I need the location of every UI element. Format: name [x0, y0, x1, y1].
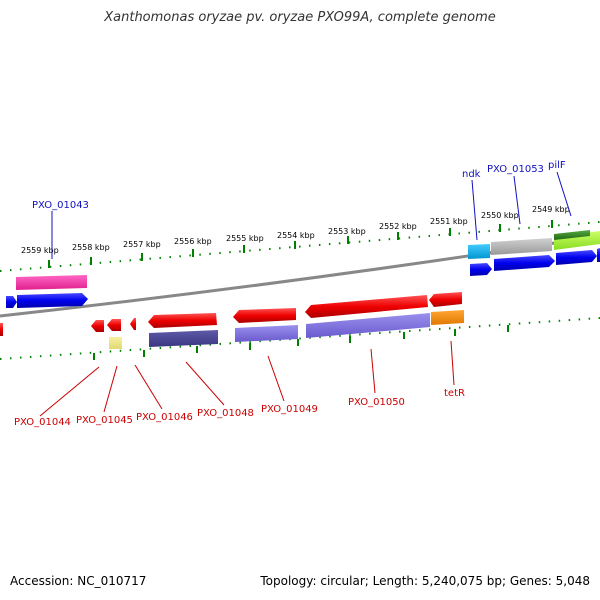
gene-arrow[interactable]: [148, 313, 217, 328]
genome-title: Xanthomonas oryzae pv. oryzae PXO99A, co…: [104, 10, 496, 25]
scale-label: 2558 kbp: [72, 243, 110, 252]
bottom-leader-lines: [39, 340, 455, 417]
gene-label[interactable]: tetR: [444, 388, 465, 399]
gene-box[interactable]: [149, 330, 218, 347]
gene-arrow[interactable]: [130, 318, 136, 330]
gene-arrow[interactable]: [305, 295, 428, 318]
gene-arrow[interactable]: [91, 320, 104, 332]
gene-arrow[interactable]: [107, 319, 121, 331]
inner-tick-ring: [0, 317, 600, 360]
scale-label: 2554 kbp: [277, 231, 315, 240]
gene-label[interactable]: PXO_01046: [136, 412, 193, 423]
genome-summary-text: Topology: circular; Length: 5,240,075 bp…: [260, 574, 590, 588]
gene-label[interactable]: PXO_01050: [348, 397, 405, 408]
gene-arrow[interactable]: [0, 323, 3, 336]
scale-label: 2552 kbp: [379, 222, 417, 231]
gene-arrow[interactable]: [6, 296, 17, 308]
accession-text: Accession: NC_010717: [10, 574, 147, 588]
gene-arrow[interactable]: [556, 250, 597, 265]
gene-label[interactable]: PXO_01053: [487, 164, 544, 175]
outer-tick-ring: [0, 221, 600, 272]
scale-label: 2553 kbp: [328, 227, 366, 236]
gene-label[interactable]: PXO_01045: [76, 415, 133, 426]
scale-label: 2551 kbp: [430, 217, 468, 226]
gene-arrow[interactable]: [17, 293, 88, 308]
gene-label[interactable]: PXO_01043: [32, 200, 89, 211]
forward-genes: [6, 230, 600, 308]
gene-label[interactable]: ndk: [462, 169, 481, 180]
gene-arrow[interactable]: [597, 248, 600, 262]
gene-label[interactable]: PXO_01049: [261, 404, 318, 415]
gene-label[interactable]: PXO_01044: [14, 417, 71, 428]
gene-box[interactable]: [235, 325, 298, 342]
scale-label: 2550 kbp: [481, 211, 519, 220]
top-leader-lines: [51, 171, 572, 259]
gene-label[interactable]: PXO_01048: [197, 408, 254, 419]
gene-box[interactable]: [16, 275, 87, 290]
gene-box[interactable]: [109, 337, 122, 349]
reverse-genes: [0, 292, 464, 349]
outer-major-ticks: [48, 220, 553, 268]
gene-arrow[interactable]: [233, 308, 296, 323]
scale-label: 2559 kbp: [21, 246, 59, 255]
top-gene-labels: PXO_01043 ndk PXO_01053 pilF: [32, 160, 566, 211]
gene-arrow[interactable]: [494, 255, 555, 271]
gene-arrow[interactable]: [429, 292, 462, 307]
scale-labels: 2559 kbp 2558 kbp 2557 kbp 2556 kbp 2555…: [21, 205, 570, 255]
gene-box[interactable]: [491, 238, 552, 255]
gene-label[interactable]: pilF: [548, 160, 566, 171]
gene-box[interactable]: [431, 310, 464, 325]
gene-arrow[interactable]: [470, 263, 492, 276]
gene-box[interactable]: [554, 230, 590, 240]
gene-box[interactable]: [306, 313, 430, 338]
scale-label: 2556 kbp: [174, 237, 212, 246]
bottom-gene-labels: PXO_01044 PXO_01045 PXO_01046 PXO_01048 …: [14, 388, 465, 428]
gene-box[interactable]: [468, 244, 490, 259]
scale-label: 2555 kbp: [226, 234, 264, 243]
scale-label: 2549 kbp: [532, 205, 570, 214]
scale-label: 2557 kbp: [123, 240, 161, 249]
